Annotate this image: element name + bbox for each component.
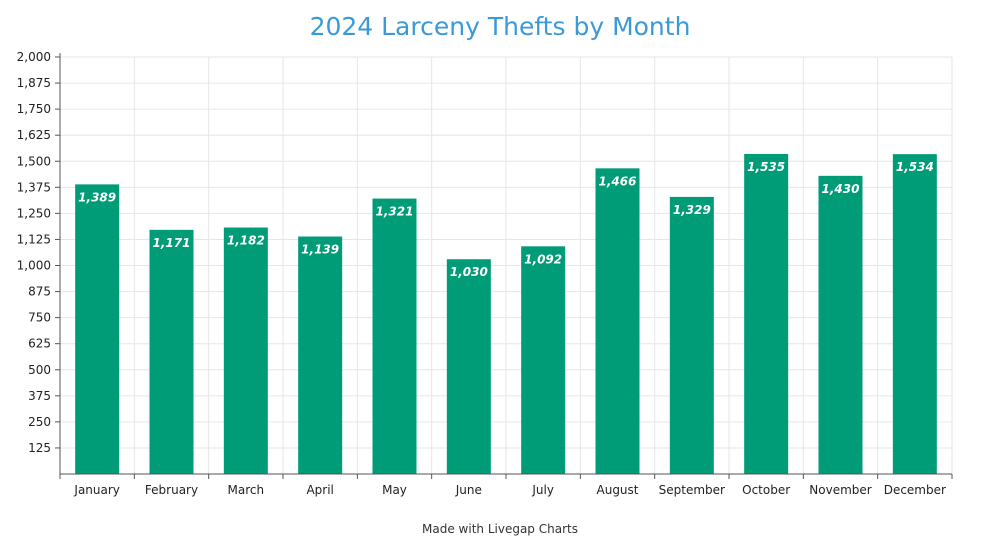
x-tick-label: April xyxy=(306,483,333,497)
bar xyxy=(595,168,640,475)
y-tick-label: 2,000 xyxy=(17,50,51,64)
data-label: 1,389 xyxy=(78,190,116,204)
chart-title: 2024 Larceny Thefts by Month xyxy=(309,12,691,41)
y-tick-label: 250 xyxy=(28,415,51,429)
y-tick-label: 125 xyxy=(28,441,51,455)
bar xyxy=(223,227,268,474)
data-label: 1,182 xyxy=(227,234,265,248)
x-tick-label: December xyxy=(884,483,946,497)
data-label: 1,321 xyxy=(376,205,414,219)
y-tick-label: 1,250 xyxy=(17,206,51,220)
bar xyxy=(446,259,491,474)
x-tick-label: June xyxy=(455,483,482,497)
y-tick-label: 1,125 xyxy=(17,232,51,246)
data-label: 1,139 xyxy=(301,243,339,257)
x-tick-label: November xyxy=(809,483,871,497)
bar xyxy=(892,154,937,474)
chart-credit: Made with Livegap Charts xyxy=(422,522,578,536)
data-label: 1,329 xyxy=(673,203,711,217)
x-tick-label: January xyxy=(73,483,120,497)
bar xyxy=(372,198,417,474)
y-tick-label: 625 xyxy=(28,337,51,351)
bar xyxy=(818,175,863,474)
y-tick-label: 375 xyxy=(28,389,51,403)
data-label: 1,430 xyxy=(822,182,860,196)
bar xyxy=(521,246,566,474)
data-label: 1,092 xyxy=(524,252,562,266)
bar xyxy=(669,196,714,474)
y-tick-label: 1,500 xyxy=(17,154,51,168)
x-tick-label: February xyxy=(145,483,198,497)
data-label: 1,171 xyxy=(153,236,191,250)
y-tick-label: 875 xyxy=(28,285,51,299)
y-tick-label: 1,375 xyxy=(17,180,51,194)
x-tick-label: September xyxy=(659,483,725,497)
bar xyxy=(744,153,789,474)
data-label: 1,535 xyxy=(747,160,785,174)
y-tick-label: 750 xyxy=(28,311,51,325)
y-tick-label: 1,875 xyxy=(17,76,51,90)
x-tick-label: October xyxy=(742,483,790,497)
bar xyxy=(75,184,120,474)
data-label: 1,466 xyxy=(599,174,637,188)
bar xyxy=(149,229,194,474)
x-tick-label: May xyxy=(382,483,407,497)
x-tick-label: March xyxy=(228,483,265,497)
data-label: 1,534 xyxy=(896,160,934,174)
y-tick-label: 1,625 xyxy=(17,128,51,142)
y-tick-label: 500 xyxy=(28,363,51,377)
y-tick-label: 1,750 xyxy=(17,102,51,116)
x-tick-label: August xyxy=(597,483,639,497)
y-tick-label: 1,000 xyxy=(17,259,51,273)
x-tick-label: July xyxy=(531,483,554,497)
bar xyxy=(298,236,343,474)
data-label: 1,030 xyxy=(450,265,488,279)
